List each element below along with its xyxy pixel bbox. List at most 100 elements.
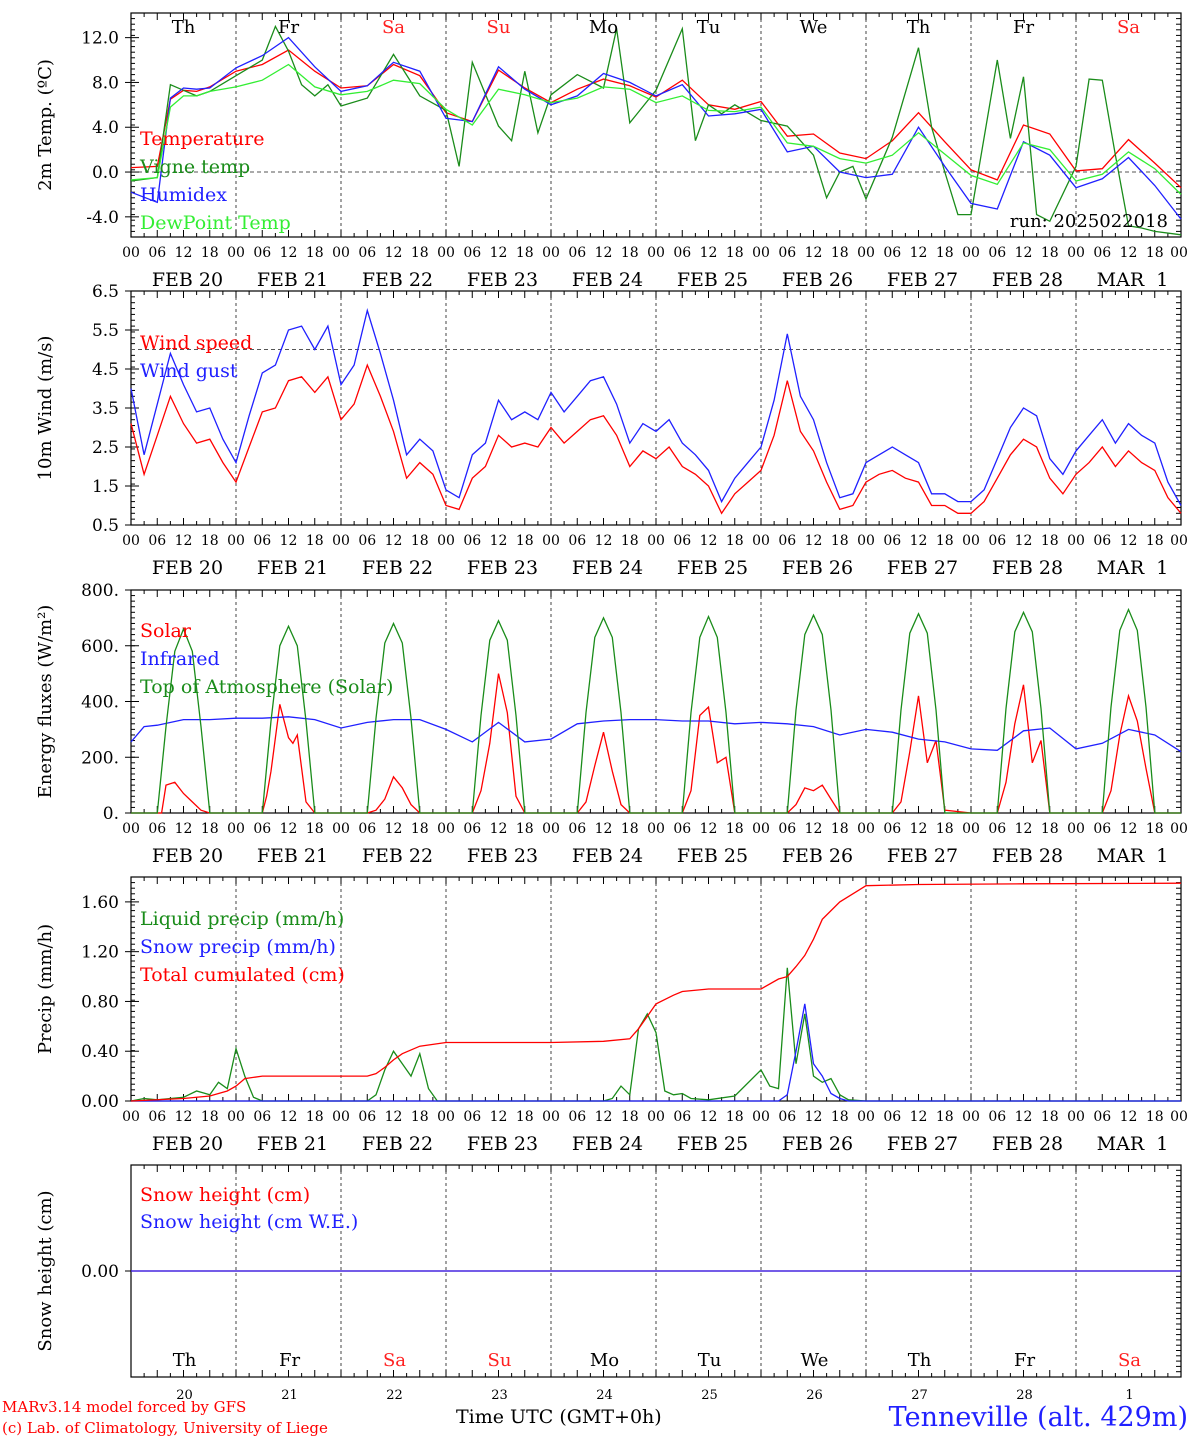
precip-y-tick-label: 0.80 [81, 992, 119, 1012]
temperature-hour-label: 18 [936, 245, 954, 261]
energy-hour-label: 18 [1041, 821, 1059, 837]
energy-y-tick-label: 400. [81, 693, 119, 713]
precip-date-label: FEB 25 [677, 1133, 748, 1155]
energy-date-label: FEB 21 [257, 845, 328, 867]
weekday-label-top: Th [907, 17, 931, 38]
day-number-label: 26 [806, 1388, 823, 1403]
temperature-hour-label: 18 [1146, 245, 1164, 261]
energy-hour-label: 06 [1093, 821, 1111, 837]
wind-hour-label: 00 [542, 533, 560, 549]
day-number-label: 20 [176, 1388, 193, 1403]
weekday-label-top: Mo [589, 17, 618, 38]
energy-hour-label: 12 [385, 821, 403, 837]
weekday-label-top: Tu [697, 17, 721, 38]
temperature-date-label: FEB 28 [992, 269, 1063, 291]
precip-hour-label: 12 [700, 1109, 718, 1125]
precip-hour-label: 06 [148, 1109, 166, 1125]
temperature-hour-label: 06 [568, 245, 586, 261]
wind-date-label: FEB 25 [677, 557, 748, 579]
precip-hour-label: 00 [857, 1109, 875, 1125]
temperature-hour-label: 18 [516, 245, 534, 261]
day-number-label: 22 [386, 1388, 403, 1403]
temperature-hour-label: 06 [883, 245, 901, 261]
precip-hour-label: 12 [490, 1109, 508, 1125]
temperature-hour-label: 06 [358, 245, 376, 261]
temperature-hour-label: 12 [805, 245, 823, 261]
wind-hour-label: 06 [778, 533, 796, 549]
precip-hour-label: 06 [1093, 1109, 1111, 1125]
wind-date-label: FEB 28 [992, 557, 1063, 579]
energy-hour-label: 12 [175, 821, 193, 837]
weekday-label-top: We [800, 17, 828, 38]
temperature-hour-label: 06 [778, 245, 796, 261]
precip-hour-label: 18 [726, 1109, 744, 1125]
energy-hour-label: 12 [595, 821, 613, 837]
precip-date-label: FEB 28 [992, 1133, 1063, 1155]
temperature-hour-label: 00 [1170, 245, 1188, 261]
temperature-date-label: FEB 20 [152, 269, 223, 291]
precip-hour-label: 00 [647, 1109, 665, 1125]
precip-hour-label: 06 [988, 1109, 1006, 1125]
temperature-hour-label: 06 [463, 245, 481, 261]
temperature-hour-label: 18 [831, 245, 849, 261]
precip-date-label: FEB 24 [572, 1133, 643, 1155]
temperature-hour-label: 18 [306, 245, 324, 261]
energy-date-label: FEB 27 [887, 845, 958, 867]
energy-hour-label: 06 [463, 821, 481, 837]
precip-hour-label: 18 [411, 1109, 429, 1125]
wind-date-label: FEB 20 [152, 557, 223, 579]
wind-y-tick-label: 1.5 [92, 477, 119, 497]
temperature-hour-label: 18 [1041, 245, 1059, 261]
temperature-series-temperature [130, 49, 1182, 189]
energy-y-tick-label: 0. [103, 804, 119, 824]
wind-hour-label: 18 [516, 533, 534, 549]
temperature-hour-label: 18 [201, 245, 219, 261]
precip-hour-label: 06 [253, 1109, 271, 1125]
day-number-label: 23 [491, 1388, 508, 1403]
temperature-legend-entry: Vigne temp [139, 156, 250, 178]
energy-hour-label: 18 [201, 821, 219, 837]
wind-hour-label: 18 [411, 533, 429, 549]
energy-hour-label: 18 [411, 821, 429, 837]
energy-hour-label: 00 [962, 821, 980, 837]
wind-y-tick-label: 4.5 [92, 360, 119, 380]
wind-date-label: FEB 22 [362, 557, 433, 579]
energy-y-tick-label: 800. [81, 581, 119, 601]
wind-y-tick-label: 2.5 [92, 438, 119, 458]
precip-hour-label: 18 [831, 1109, 849, 1125]
precip-hour-label: 12 [385, 1109, 403, 1125]
temperature-hour-label: 18 [726, 245, 744, 261]
temperature-date-label: FEB 23 [467, 269, 538, 291]
weekday-label-top: Th [172, 17, 196, 38]
temperature-hour-label: 12 [1120, 245, 1138, 261]
energy-series-infrared [130, 716, 1182, 753]
precip-date-label: FEB 22 [362, 1133, 433, 1155]
weekday-label-bottom: Sa [1118, 1350, 1141, 1371]
energy-hour-label: 06 [778, 821, 796, 837]
temperature-hour-label: 12 [1015, 245, 1033, 261]
wind-y-tick-label: 0.5 [92, 516, 119, 536]
weekday-label-bottom: Th [908, 1350, 932, 1371]
temperature-date-label: FEB 21 [257, 269, 328, 291]
wind-hour-label: 12 [385, 533, 403, 549]
wind-hour-label: 12 [490, 533, 508, 549]
wind-series-wind-gust [130, 308, 1182, 506]
snow-y-axis-label: Snow height (cm) [35, 1190, 56, 1351]
weekday-label-bottom: We [801, 1350, 829, 1371]
temperature-hour-label: 12 [385, 245, 403, 261]
precip-y-tick-label: 1.20 [81, 943, 119, 963]
temperature-y-tick-label: -4.0 [86, 208, 119, 228]
energy-hour-label: 00 [542, 821, 560, 837]
weekday-label-top: Fr [1013, 17, 1034, 38]
precip-date-label: FEB 23 [467, 1133, 538, 1155]
temperature-hour-label: 06 [673, 245, 691, 261]
temperature-series-humidex [130, 36, 1182, 220]
wind-hour-label: 12 [1120, 533, 1138, 549]
wind-hour-label: 00 [857, 533, 875, 549]
temperature-date-label: MAR 1 [1097, 269, 1169, 291]
temperature-hour-label: 00 [962, 245, 980, 261]
wind-hour-label: 00 [227, 533, 245, 549]
weekday-label-bottom: Th [173, 1350, 197, 1371]
wind-hour-label: 12 [280, 533, 298, 549]
